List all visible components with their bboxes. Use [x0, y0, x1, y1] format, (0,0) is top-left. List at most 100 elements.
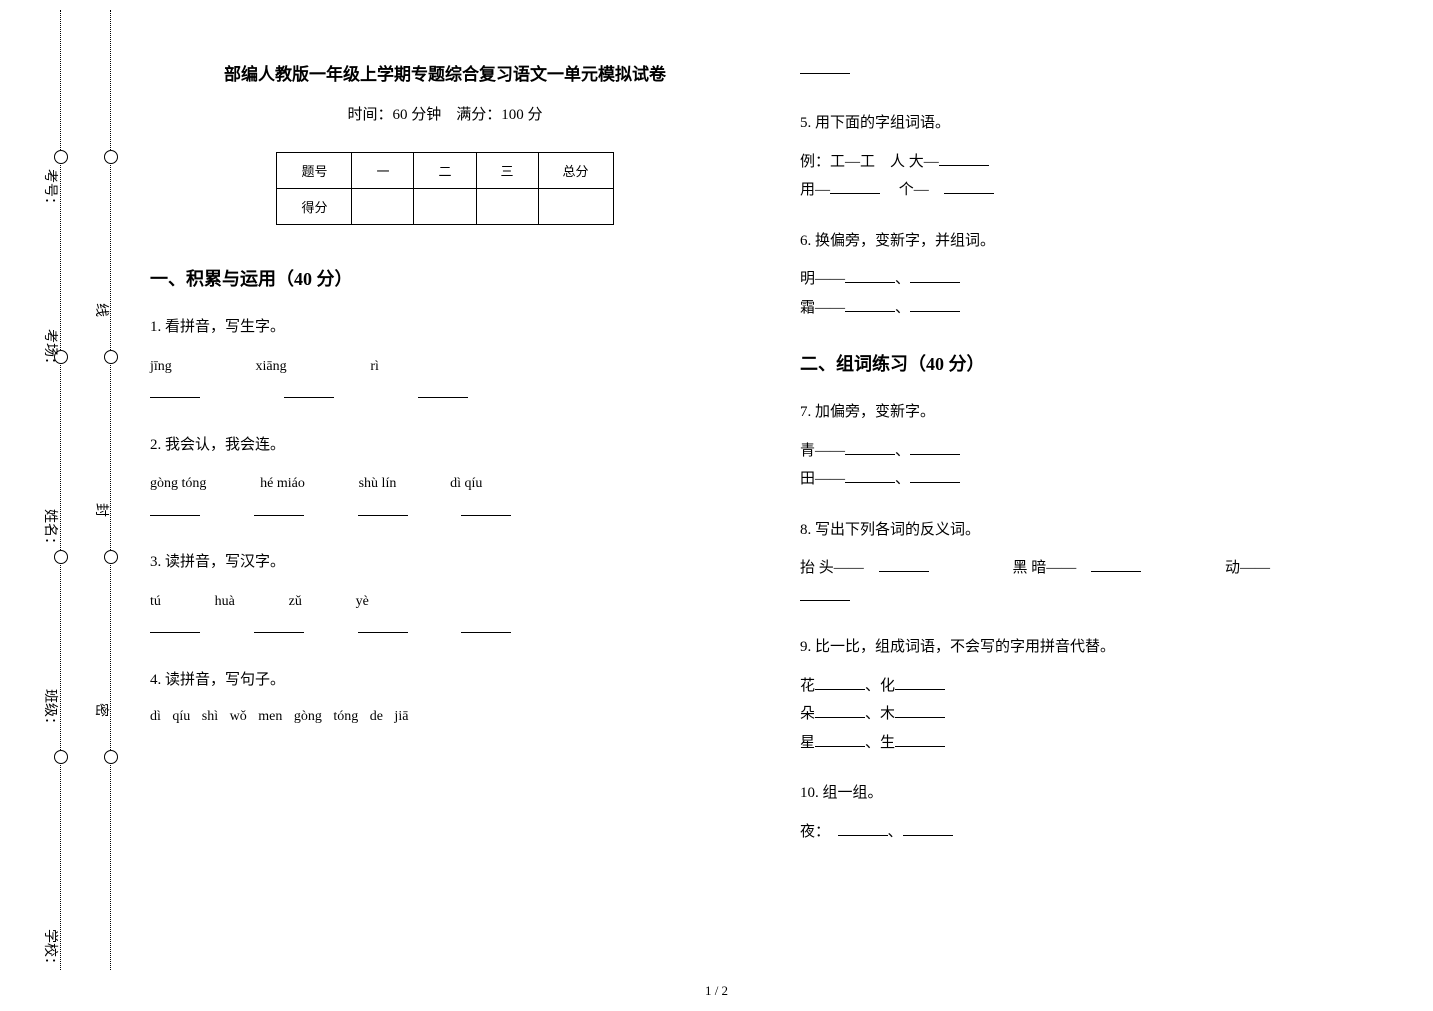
q8-text: 动—— [1225, 560, 1270, 576]
blank [910, 298, 960, 312]
pinyin-item: hé miáo [260, 471, 305, 498]
q9-text: 、化 [865, 678, 895, 694]
question-9: 9. 比一比，组成词语，不会写的字用拼音代替。 花 、化 朵 、木 星 、生 [800, 633, 1390, 757]
right-column: 5. 用下面的字组词语。 例：工—工 人 大— 用— 个— 6. 换偏旁，变新字… [800, 60, 1390, 868]
binding-label-xuexiao: 学校： [41, 929, 61, 971]
section1-heading: 一、积累与运用（40 分） [150, 265, 740, 291]
score-cell [352, 189, 414, 225]
q1-pinyin: jīng xiāng rì [150, 352, 740, 381]
blank [903, 822, 953, 836]
blank [895, 704, 945, 718]
score-cell [414, 189, 476, 225]
score-header: 三 [476, 153, 538, 189]
blank [838, 822, 888, 836]
blank [150, 397, 200, 398]
blank [895, 676, 945, 690]
score-header: 一 [352, 153, 414, 189]
main-content: 部编人教版一年级上学期专题综合复习语文一单元模拟试卷 时间：60 分钟 满分：1… [150, 60, 1390, 868]
dotted-line-inner [60, 10, 61, 970]
circle-mark [104, 750, 118, 764]
q6-line2: 霜——、 [800, 294, 1390, 323]
binding-label-xingming: 姓名： [41, 509, 61, 551]
pinyin-item: gòng tóng [150, 471, 206, 498]
blank [418, 397, 468, 398]
blank [461, 515, 511, 516]
pinyin-item: yè [356, 589, 369, 616]
section2-heading: 二、组词练习（40 分） [800, 350, 1390, 376]
dotted-line-outer [110, 10, 111, 970]
binding-char-mi: 密 [92, 703, 112, 717]
circle-mark [54, 150, 68, 164]
question-1: 1. 看拼音，写生字。 jīng xiāng rì [150, 313, 740, 409]
q7-text: 田—— [800, 471, 845, 487]
blank [879, 558, 929, 572]
q9-title: 9. 比一比，组成词语，不会写的字用拼音代替。 [800, 633, 1390, 662]
blank [895, 733, 945, 747]
score-table: 题号 一 二 三 总分 得分 [276, 152, 613, 225]
binding-char-xian: 线 [92, 303, 112, 317]
q8-items: 抬 头—— 黑 暗—— 动—— [800, 554, 1390, 583]
score-cell [538, 189, 613, 225]
q9-text: 花 [800, 678, 815, 694]
q3-title: 3. 读拼音，写汉字。 [150, 548, 740, 577]
question-3: 3. 读拼音，写汉字。 tú huà zǔ yè [150, 548, 740, 644]
score-header: 题号 [277, 153, 352, 189]
q5-example: 例：工—工 人 大— [800, 148, 1390, 177]
blank [845, 441, 895, 455]
blank [815, 704, 865, 718]
blank [830, 180, 880, 194]
q6-title: 6. 换偏旁，变新字，并组词。 [800, 227, 1390, 256]
q5-title: 5. 用下面的字组词语。 [800, 109, 1390, 138]
pinyin-item: jīng [150, 354, 172, 381]
q7-line2: 田——、 [800, 465, 1390, 494]
binding-char-feng: 封 [92, 503, 112, 517]
question-8: 8. 写出下列各词的反义词。 抬 头—— 黑 暗—— 动—— [800, 516, 1390, 612]
blank [800, 60, 850, 74]
blank [944, 180, 994, 194]
q4-title: 4. 读拼音，写句子。 [150, 666, 740, 695]
circle-mark [104, 150, 118, 164]
left-column: 部编人教版一年级上学期专题综合复习语文一单元模拟试卷 时间：60 分钟 满分：1… [150, 60, 740, 868]
blank [254, 515, 304, 516]
blank [461, 632, 511, 633]
q2-blanks [150, 498, 740, 527]
binding-margin: 考号： 考场： 姓名： 班级： 学校： 线 封 密 [0, 0, 120, 1011]
binding-label-kaochang: 考场： [41, 329, 61, 371]
blank [358, 632, 408, 633]
q7-text: 青—— [800, 443, 845, 459]
exam-title: 部编人教版一年级上学期专题综合复习语文一单元模拟试卷 [150, 60, 740, 85]
circle-mark [104, 550, 118, 564]
blank [1091, 558, 1141, 572]
question-2: 2. 我会认，我会连。 gòng tóng hé miáo shù lín dì… [150, 431, 740, 527]
q1-title: 1. 看拼音，写生字。 [150, 313, 740, 342]
blank [845, 469, 895, 483]
q9-text: 朵 [800, 706, 815, 722]
q9-pair3: 星 、生 [800, 729, 1390, 758]
q5-text: 个— [884, 182, 944, 198]
question-5: 5. 用下面的字组词语。 例：工—工 人 大— 用— 个— [800, 109, 1390, 205]
q9-text: 、生 [865, 735, 895, 751]
q8-text: 抬 头—— [800, 560, 879, 576]
q9-pair1: 花 、化 [800, 672, 1390, 701]
q8-text: 黑 暗—— [1013, 560, 1092, 576]
pinyin-item: xiāng [256, 354, 287, 381]
blank [284, 397, 334, 398]
q5-text: 用— [800, 182, 830, 198]
blank [910, 269, 960, 283]
score-header: 二 [414, 153, 476, 189]
blank [358, 515, 408, 516]
q10-title: 10. 组一组。 [800, 779, 1390, 808]
blank [150, 632, 200, 633]
blank [150, 515, 200, 516]
q9-text: 星 [800, 735, 815, 751]
blank [910, 469, 960, 483]
blank [910, 441, 960, 455]
q9-text: 、木 [865, 706, 895, 722]
score-cell [476, 189, 538, 225]
blank [845, 298, 895, 312]
q1-blanks [150, 380, 740, 409]
blank [254, 632, 304, 633]
q5-example-text: 例：工—工 人 大— [800, 154, 939, 170]
q4-sentence: dì qíu shì wǒ men gòng tóng de jiā [150, 704, 740, 731]
blank [815, 676, 865, 690]
